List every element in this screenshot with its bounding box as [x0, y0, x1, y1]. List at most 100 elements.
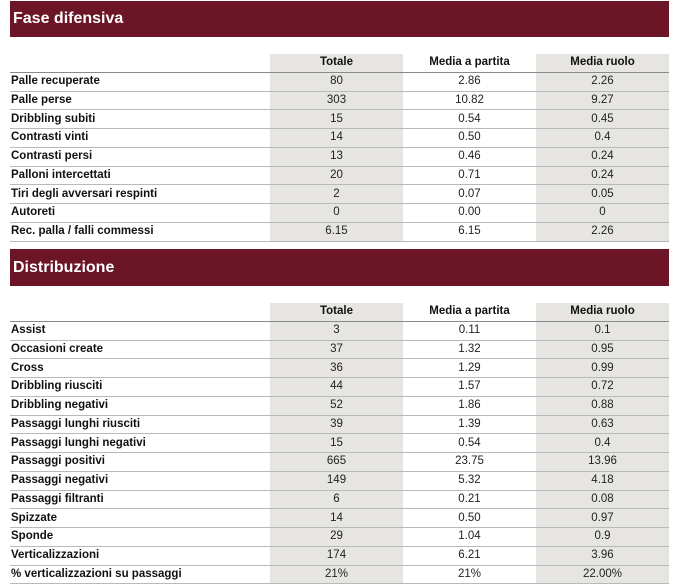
cell-media-ruolo: 13.96 — [536, 452, 669, 472]
cell-media-ruolo: 0.1 — [536, 321, 669, 341]
table-row: Passaggi lunghi riusciti 39 1.39 0.63 — [10, 415, 669, 435]
cell-media-ruolo: 0.24 — [536, 147, 669, 167]
stats-table-fase-difensiva: Totale Media a partita Media ruolo Palle… — [10, 54, 669, 242]
cell-media-ruolo: 0.99 — [536, 358, 669, 378]
cell-media-partita: 1.29 — [403, 358, 536, 378]
cell-media-ruolo: 4.18 — [536, 471, 669, 491]
cell-media-partita: 23.75 — [403, 452, 536, 472]
row-label: % verticalizzazioni su passaggi — [10, 565, 270, 584]
section-header-distribuzione: Distribuzione — [10, 249, 669, 286]
column-header-totale: Totale — [270, 303, 403, 322]
column-header-media-partita: Media a partita — [403, 54, 536, 73]
cell-totale: 13 — [270, 147, 403, 167]
row-label: Palloni intercettati — [10, 166, 270, 186]
cell-media-ruolo: 3.96 — [536, 546, 669, 566]
cell-media-ruolo: 0 — [536, 203, 669, 223]
table-row: Palle recuperate 80 2.86 2.26 — [10, 72, 669, 92]
cell-media-partita: 0.54 — [403, 109, 536, 129]
header-blank — [10, 303, 270, 322]
column-header-media-ruolo: Media ruolo — [536, 303, 669, 322]
cell-media-ruolo: 0.97 — [536, 508, 669, 528]
table-row: Palle perse 303 10.82 9.27 — [10, 91, 669, 111]
table-row: Autoreti 0 0.00 0 — [10, 203, 669, 223]
table-row: Dribbling negativi 52 1.86 0.88 — [10, 396, 669, 416]
cell-media-partita: 6.21 — [403, 546, 536, 566]
cell-media-partita: 0.21 — [403, 490, 536, 510]
row-label: Cross — [10, 358, 270, 378]
cell-media-partita: 0.00 — [403, 203, 536, 223]
table-row: Passaggi negativi 149 5.32 4.18 — [10, 471, 669, 491]
table-row: Contrasti vinti 14 0.50 0.4 — [10, 128, 669, 148]
cell-media-partita: 0.11 — [403, 321, 536, 341]
table-row: Contrasti persi 13 0.46 0.24 — [10, 147, 669, 167]
cell-media-ruolo: 0.95 — [536, 340, 669, 360]
cell-totale: 15 — [270, 433, 403, 453]
cell-totale: 44 — [270, 377, 403, 397]
cell-totale: 15 — [270, 109, 403, 129]
cell-media-partita: 5.32 — [403, 471, 536, 491]
cell-media-partita: 0.46 — [403, 147, 536, 167]
stats-table-distribuzione: Totale Media a partita Media ruolo Assis… — [10, 303, 669, 584]
cell-media-ruolo: 2.26 — [536, 222, 669, 242]
cell-media-partita: 0.54 — [403, 433, 536, 453]
cell-totale: 6.15 — [270, 222, 403, 242]
table-header-row: Totale Media a partita Media ruolo — [10, 303, 669, 322]
cell-totale: 21% — [270, 565, 403, 584]
table-row: Cross 36 1.29 0.99 — [10, 358, 669, 378]
cell-media-partita: 1.39 — [403, 415, 536, 435]
row-label: Contrasti persi — [10, 147, 270, 167]
cell-media-partita: 0.50 — [403, 128, 536, 148]
table-row: Assist 3 0.11 0.1 — [10, 321, 669, 341]
cell-totale: 174 — [270, 546, 403, 566]
cell-totale: 0 — [270, 203, 403, 223]
cell-media-ruolo: 22.00% — [536, 565, 669, 584]
section-header-fase-difensiva: Fase difensiva — [10, 1, 669, 37]
cell-media-ruolo: 0.4 — [536, 433, 669, 453]
cell-totale: 665 — [270, 452, 403, 472]
cell-media-ruolo: 0.05 — [536, 184, 669, 204]
row-label: Palle perse — [10, 91, 270, 111]
table-header-row: Totale Media a partita Media ruolo — [10, 54, 669, 73]
row-label: Dribbling riusciti — [10, 377, 270, 397]
cell-media-ruolo: 2.26 — [536, 72, 669, 92]
cell-totale: 20 — [270, 166, 403, 186]
cell-media-ruolo: 0.72 — [536, 377, 669, 397]
row-label: Sponde — [10, 527, 270, 547]
table-row: Palloni intercettati 20 0.71 0.24 — [10, 166, 669, 186]
cell-totale: 149 — [270, 471, 403, 491]
row-label: Tiri degli avversari respinti — [10, 184, 270, 204]
row-label: Assist — [10, 321, 270, 341]
table-row: % verticalizzazioni su passaggi 21% 21% 22.… — [10, 565, 669, 584]
row-label: Autoreti — [10, 203, 270, 223]
table-row: Rec. palla / falli commessi 6.15 6.15 2.26 — [10, 222, 669, 242]
cell-media-partita: 1.86 — [403, 396, 536, 416]
column-header-totale: Totale — [270, 54, 403, 73]
table-row: Spizzate 14 0.50 0.97 — [10, 508, 669, 528]
cell-totale: 37 — [270, 340, 403, 360]
cell-totale: 52 — [270, 396, 403, 416]
cell-media-ruolo: 0.24 — [536, 166, 669, 186]
cell-totale: 29 — [270, 527, 403, 547]
cell-media-partita: 0.71 — [403, 166, 536, 186]
cell-totale: 39 — [270, 415, 403, 435]
cell-totale: 6 — [270, 490, 403, 510]
table-row: Passaggi filtranti 6 0.21 0.08 — [10, 490, 669, 510]
row-label: Spizzate — [10, 508, 270, 528]
row-label: Passaggi lunghi negativi — [10, 433, 270, 453]
cell-media-ruolo: 0.08 — [536, 490, 669, 510]
cell-media-ruolo: 9.27 — [536, 91, 669, 111]
row-label: Passaggi negativi — [10, 471, 270, 491]
row-label: Contrasti vinti — [10, 128, 270, 148]
row-label: Occasioni create — [10, 340, 270, 360]
cell-totale: 3 — [270, 321, 403, 341]
cell-media-partita: 1.57 — [403, 377, 536, 397]
cell-totale: 36 — [270, 358, 403, 378]
column-header-media-ruolo: Media ruolo — [536, 54, 669, 73]
cell-media-partita: 10.82 — [403, 91, 536, 111]
section-title: Distribuzione — [13, 258, 115, 276]
table-row: Verticalizzazioni 174 6.21 3.96 — [10, 546, 669, 566]
cell-totale: 2 — [270, 184, 403, 204]
table-row: Occasioni create 37 1.32 0.95 — [10, 340, 669, 360]
cell-media-ruolo: 0.63 — [536, 415, 669, 435]
cell-media-ruolo: 0.4 — [536, 128, 669, 148]
